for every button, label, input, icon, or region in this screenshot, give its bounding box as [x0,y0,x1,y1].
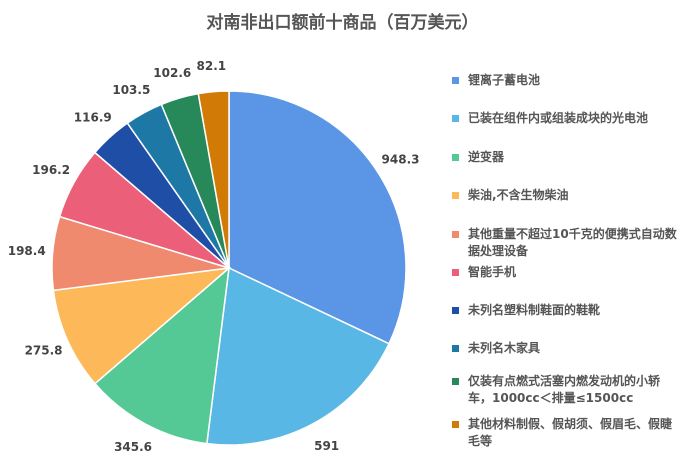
legend-item: 柴油,不含生物柴油 [450,187,569,204]
legend-item: 其他重量不超过10千克的便携式自动数据处理设备 [450,226,680,260]
legend-swatch [452,231,459,238]
legend-item: 其他材料制假、假胡须、假眉毛、假睫毛等 [450,416,680,450]
data-label: 103.5 [112,83,150,97]
legend-label: 未列名塑料制鞋面的鞋靴 [468,303,601,317]
data-label: 82.1 [197,59,227,73]
legend-label: 逆变器 [468,150,505,164]
legend-swatch [452,378,459,385]
legend-swatch [452,307,459,314]
legend-swatch [452,115,459,122]
legend-item: 逆变器 [450,149,504,166]
legend-swatch [452,269,459,276]
legend-swatch [452,77,459,84]
pie-slice [197,90,230,269]
data-label: 345.6 [114,440,152,454]
pie-slice [52,266,232,385]
legend-item: 锂离子蓄电池 [450,72,540,89]
legend-label: 智能手机 [468,265,517,279]
legend-item: 已装在组件内或组装成块的光电池 [450,110,648,127]
legend-swatch [452,345,459,352]
pie-slice [206,266,390,446]
data-label: 591 [314,439,339,453]
chart-title: 对南非出口额前十商品（百万美元） [206,13,479,33]
data-label: 102.6 [153,66,191,80]
legend-item: 未列名木家具 [450,340,540,357]
pie-slice [93,266,230,445]
pie-chart: 948.3 591 345.6 275.8 198.4 196.2 116.9103.510… [8,59,420,454]
data-label: 196.2 [32,163,70,177]
data-label: 198.4 [8,244,46,258]
legend-label: 其他材料制假、假胡须、假眉毛、假睫毛等 [468,417,673,448]
legend-swatch [452,192,459,199]
legend-label: 未列名木家具 [468,341,541,355]
legend-label: 锂离子蓄电池 [468,73,541,87]
legend-item: 智能手机 [450,264,516,281]
data-label: 948.3 [382,152,420,166]
legend-swatch [452,421,459,428]
legend-item: 仅装有点燃式活塞内燃发动机的小轿车，1000cc＜排量≤1500cc [450,373,680,407]
legend-label: 其他重量不超过10千克的便携式自动数据处理设备 [468,227,677,258]
pie-slice [228,90,407,345]
legend-item: 未列名塑料制鞋面的鞋靴 [450,302,600,319]
legend-label: 柴油,不含生物柴油 [468,188,569,202]
data-label: 275.8 [25,344,63,358]
legend-label: 仅装有点燃式活塞内燃发动机的小轿车，1000cc＜排量≤1500cc [468,374,661,405]
data-label: 116.9 [74,111,112,125]
legend-label: 已装在组件内或组装成块的光电池 [468,111,649,125]
legend-swatch [452,154,459,161]
